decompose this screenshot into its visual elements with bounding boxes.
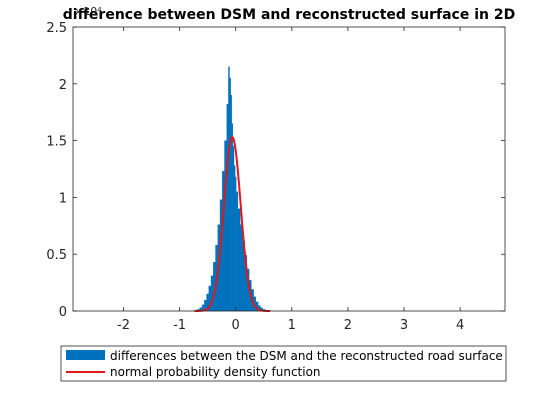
histogram-bar bbox=[231, 123, 234, 312]
legend-label-histogram: differences between the DSM and the reco… bbox=[110, 349, 503, 363]
histogram-bar bbox=[228, 66, 230, 312]
x-tick-label: 3 bbox=[400, 318, 408, 333]
histogram-bar bbox=[237, 208, 241, 312]
x-tick-label: 2 bbox=[344, 318, 352, 333]
y-tick-label: 0 bbox=[59, 305, 67, 320]
legend-box bbox=[60, 345, 507, 382]
plot-area bbox=[194, 66, 271, 312]
x-tick-label: 4 bbox=[456, 318, 464, 333]
x-tick-label: 0 bbox=[232, 318, 240, 333]
histogram-bar bbox=[230, 95, 232, 312]
histogram-bar bbox=[240, 224, 243, 312]
axes-box bbox=[72, 26, 506, 312]
histogram-bar bbox=[210, 275, 214, 312]
y-tick-label: 2 bbox=[59, 78, 67, 93]
histogram-bar bbox=[233, 165, 236, 312]
axis-ticks: -2 -1 0 1 2 3 4 0 0.5 1 1.5 2 2.5 bbox=[46, 21, 505, 333]
histogram-bar bbox=[232, 146, 235, 312]
y-axis-scale-label: ×10⁴ bbox=[74, 5, 102, 18]
x-tick-label: -1 bbox=[173, 318, 186, 333]
legend-swatch-histogram bbox=[66, 350, 105, 360]
pdf-curve bbox=[194, 136, 271, 312]
y-tick-label: 0.5 bbox=[46, 248, 67, 263]
y-tick-label: 2.5 bbox=[46, 21, 67, 36]
legend: differences between the DSM and the reco… bbox=[60, 345, 507, 382]
histogram-bar bbox=[226, 104, 229, 312]
histogram-bar bbox=[229, 77, 231, 312]
x-tick-label: 1 bbox=[288, 318, 296, 333]
histogram-bar bbox=[236, 191, 239, 312]
y-tick-label: 1 bbox=[59, 191, 67, 206]
histogram-bar bbox=[234, 176, 237, 312]
x-tick-label: -2 bbox=[117, 318, 130, 333]
y-tick-label: 1.5 bbox=[46, 135, 67, 150]
chart-title: difference between DSM and reconstructed… bbox=[63, 7, 515, 23]
legend-label-pdf: normal probability density function bbox=[110, 365, 321, 379]
